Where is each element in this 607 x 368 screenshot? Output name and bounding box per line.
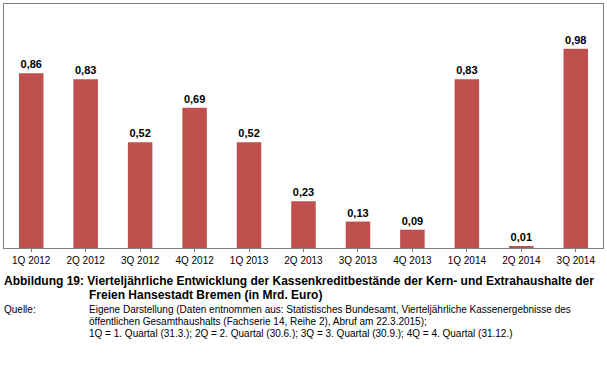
svg-text:0,13: 0,13: [347, 207, 368, 219]
svg-text:2Q 2012: 2Q 2012: [66, 255, 105, 266]
svg-text:0,23: 0,23: [293, 186, 314, 198]
html-text:Eigene Darstellung (Daten entn: Eigene Darstellung (Daten entnommen aus:…: [89, 304, 571, 327]
svg-text:3Q 2013: 3Q 2013: [339, 255, 378, 266]
svg-text:0,98: 0,98: [565, 34, 586, 46]
svg-text:2Q 2014: 2Q 2014: [502, 255, 541, 266]
svg-text:0,83: 0,83: [456, 64, 477, 76]
html-text:1Q = 1. Quartal (31.3.); 2Q =: 1Q = 1. Quartal (31.3.); 2Q = 2. Quartal…: [89, 328, 513, 339]
svg-text:1Q 2012: 1Q 2012: [12, 255, 51, 266]
svg-text:0,69: 0,69: [184, 93, 205, 105]
svg-text:3Q 2014: 3Q 2014: [557, 255, 596, 266]
svg-text:0,86: 0,86: [21, 58, 42, 70]
svg-text:0,01: 0,01: [511, 231, 532, 243]
svg-text:0,52: 0,52: [238, 127, 259, 139]
svg-text:4Q 2013: 4Q 2013: [393, 255, 432, 266]
svg-text:2Q 2013: 2Q 2013: [284, 255, 323, 266]
svg-text:3Q 2012: 3Q 2012: [121, 255, 160, 266]
html-text:Quelle:: Quelle:: [4, 304, 36, 315]
svg-text:0,83: 0,83: [75, 64, 96, 76]
html-text:Abbildung 19: Vierteljährliche: Abbildung 19: Vierteljährliche Entwicklu…: [4, 274, 594, 302]
svg-text:0,52: 0,52: [129, 127, 150, 139]
svg-text:1Q 2014: 1Q 2014: [448, 255, 487, 266]
svg-text:0,09: 0,09: [402, 215, 423, 227]
svg-text:1Q 2013: 1Q 2013: [230, 255, 269, 266]
svg-text:4Q 2012: 4Q 2012: [175, 255, 214, 266]
